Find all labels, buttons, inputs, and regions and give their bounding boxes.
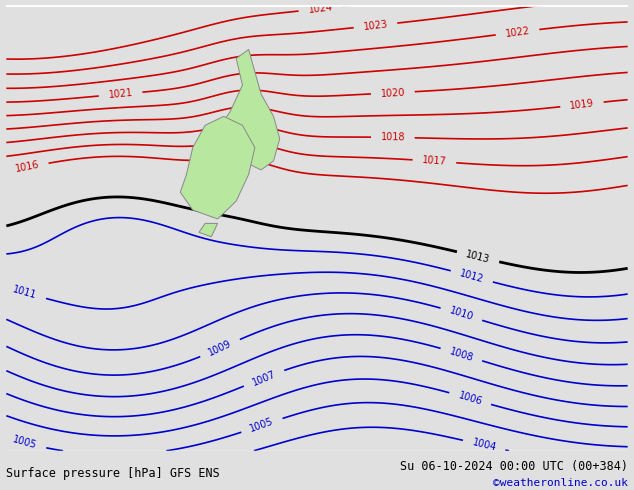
Text: 1023: 1023 xyxy=(363,19,388,32)
Text: 1013: 1013 xyxy=(465,249,491,265)
Text: 1016: 1016 xyxy=(14,160,40,174)
Text: 1004: 1004 xyxy=(471,438,497,453)
Text: Su 06-10-2024 00:00 UTC (00+384): Su 06-10-2024 00:00 UTC (00+384) xyxy=(399,460,628,473)
Polygon shape xyxy=(199,223,217,237)
Text: 1018: 1018 xyxy=(380,132,405,143)
Polygon shape xyxy=(217,49,280,170)
Text: 1021: 1021 xyxy=(108,88,133,100)
Text: 1005: 1005 xyxy=(12,435,38,451)
Text: 1017: 1017 xyxy=(422,155,447,167)
Text: 1008: 1008 xyxy=(448,346,475,363)
Text: 1007: 1007 xyxy=(250,368,277,388)
Text: 1011: 1011 xyxy=(12,285,38,301)
Polygon shape xyxy=(180,116,255,219)
Text: 1009: 1009 xyxy=(207,339,233,358)
Text: 1019: 1019 xyxy=(569,98,595,111)
Text: 1012: 1012 xyxy=(458,268,485,285)
Text: 1022: 1022 xyxy=(505,25,531,39)
Text: Surface pressure [hPa] GFS ENS: Surface pressure [hPa] GFS ENS xyxy=(6,467,220,480)
Text: ©weatheronline.co.uk: ©weatheronline.co.uk xyxy=(493,478,628,488)
Text: 1010: 1010 xyxy=(448,306,475,322)
Text: 1024: 1024 xyxy=(307,2,333,15)
Text: 1005: 1005 xyxy=(249,416,275,434)
Text: 1006: 1006 xyxy=(457,390,483,407)
Text: 1020: 1020 xyxy=(380,87,405,98)
